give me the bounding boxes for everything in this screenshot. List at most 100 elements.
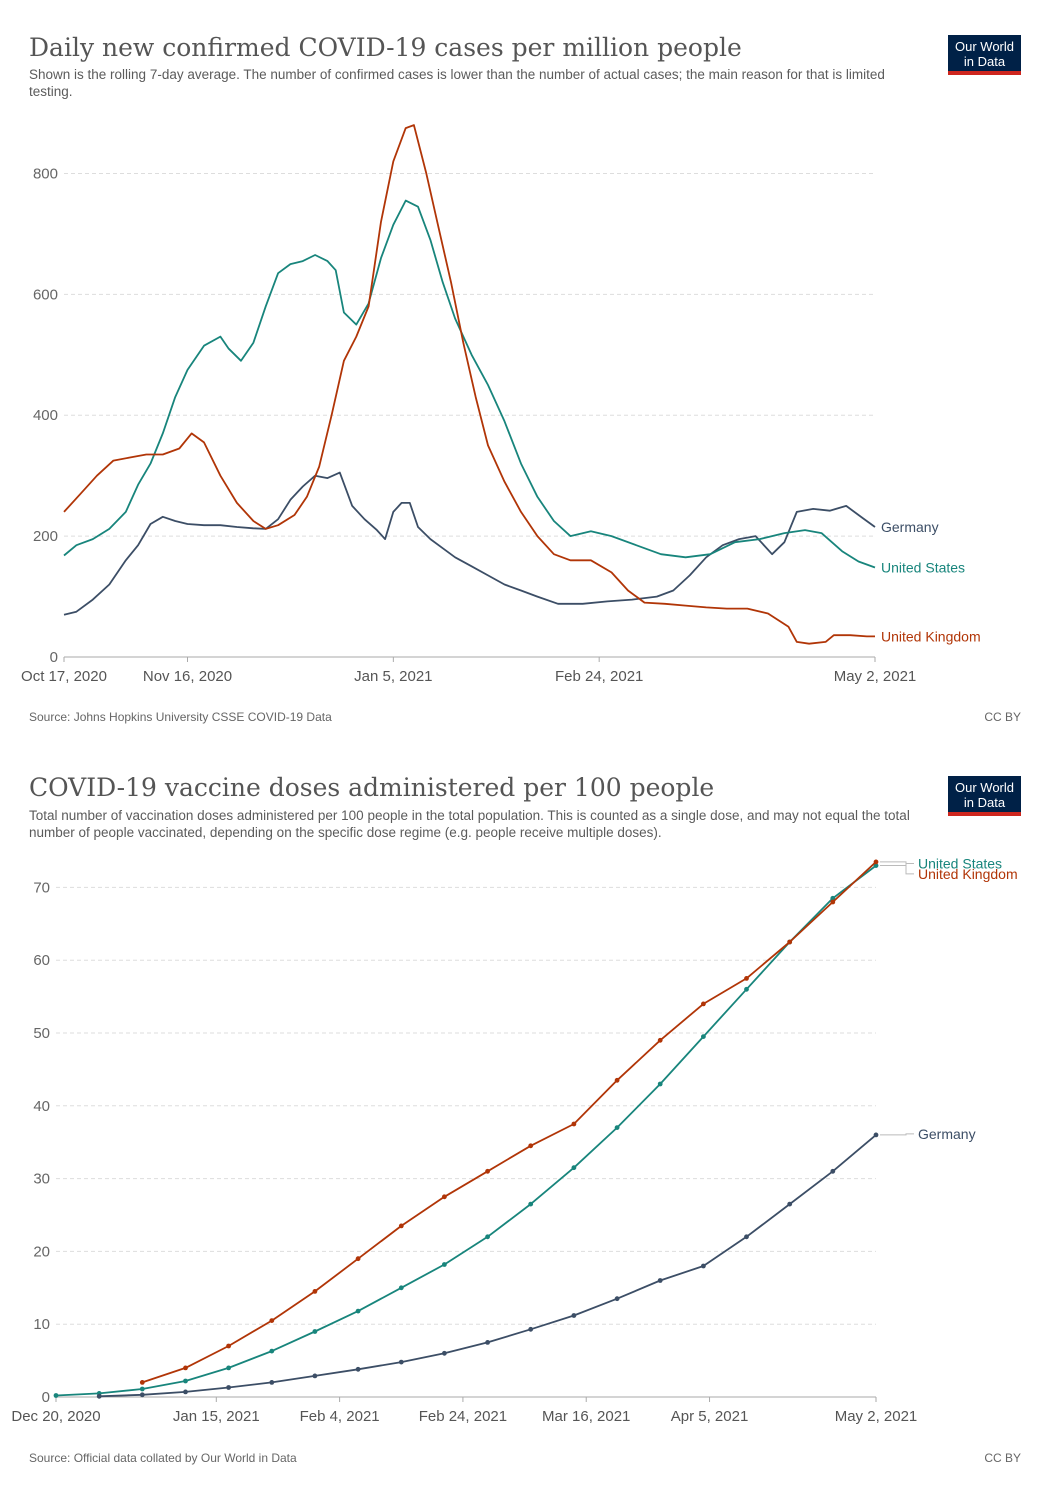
series-line-united-states [63,199,876,569]
series-label-germany: Germany [881,519,939,535]
data-point-united-kingdom [139,1380,145,1385]
x-tick-label: Feb 24, 2021 [419,1408,507,1425]
data-point-germany [355,1366,361,1372]
data-point-united-states [442,1262,447,1267]
x-tick-label: May 2, 2021 [835,1408,918,1425]
chart-panel-cases: Daily new confirmed COVID-19 cases per m… [0,0,1050,740]
owid-logo[interactable]: Our World in Data [948,776,1021,816]
vaccines-chart: 0 10 20 30 40 50 60 70 Dec 20, 2020 Jan 15, 2021 F… [11,856,1018,1425]
data-point-united-kingdom [183,1365,188,1371]
y-tick-label: 50 [33,1025,50,1042]
logo-line2: in Data [963,54,1006,69]
data-point-united-kingdom [398,1223,404,1229]
data-point-united-kingdom [312,1289,318,1294]
data-point-united-kingdom [744,976,749,981]
data-point-united-states [744,986,749,992]
data-point-united-states [398,1285,404,1291]
data-point-united-states [830,895,836,901]
label-leader-line [880,863,914,867]
owid-logo[interactable]: Our World in Data [948,35,1021,75]
chart-license[interactable]: CC BY [984,1451,1021,1465]
x-tick-label: Jan 5, 2021 [354,668,432,685]
data-point-germany [183,1389,188,1395]
data-point-united-kingdom [528,1143,534,1149]
data-point-germany [744,1234,749,1240]
data-point-united-states [139,1386,145,1392]
x-tick-label: Feb 24, 2021 [555,668,643,685]
data-point-united-kingdom [355,1256,361,1262]
y-tick-label: 400 [33,407,58,424]
data-point-united-states [528,1201,534,1207]
data-point-germany [442,1350,447,1356]
chart-panel-vaccines: COVID-19 vaccine doses administered per … [0,740,1050,1500]
y-tick-label: 70 [33,879,50,896]
logo-line1: Our World [955,39,1014,54]
data-point-germany [226,1385,232,1390]
label-leader-line [880,1133,914,1136]
x-tick-label: May 2, 2021 [834,668,917,685]
data-point-germany [614,1296,620,1302]
label-leader-line [880,861,914,875]
y-tick-label: 800 [33,165,58,182]
data-point-united-states [485,1234,490,1240]
logo-line1: Our World [955,780,1014,795]
series-label-united-states: United States [881,560,965,576]
data-point-united-kingdom [830,899,836,905]
y-tick-label: 0 [42,1389,50,1406]
x-tick-label: Apr 5, 2021 [671,1408,749,1425]
data-point-united-states [614,1125,620,1130]
data-point-united-states [701,1034,706,1039]
x-tick-label: Jan 15, 2021 [173,1408,260,1425]
chart-subtitle: Shown is the rolling 7-day average. The … [29,67,885,99]
data-point-united-states [355,1308,361,1314]
data-point-united-kingdom [269,1318,275,1323]
series-label-united-kingdom: United Kingdom [918,866,1018,882]
x-tick-label: Oct 17, 2020 [21,668,107,685]
data-point-germany [269,1380,275,1385]
y-tick-label: 60 [33,952,50,969]
series-line-united-states [55,864,877,1397]
series-line-germany [99,1134,877,1398]
y-tick-label: 20 [33,1243,50,1260]
data-point-united-kingdom [614,1077,620,1083]
data-point-united-kingdom [701,1001,706,1007]
data-point-germany [96,1393,102,1399]
data-point-germany [873,1132,879,1138]
y-tick-label: 40 [33,1098,50,1115]
series-label-united-states: United States [918,856,1002,872]
y-tick-label: 30 [33,1171,50,1188]
data-point-united-states [226,1365,232,1371]
series-line-united-kingdom [63,124,875,645]
data-point-united-states [183,1378,188,1384]
chart-title: Daily new confirmed COVID-19 cases per m… [29,33,742,62]
data-point-united-kingdom [485,1168,490,1174]
data-point-united-kingdom [657,1037,663,1043]
x-tick-label: Dec 20, 2020 [11,1408,100,1425]
data-point-united-states [53,1393,59,1398]
cases-chart: 0 200 400 600 800 Oct 17, 2020 Nov 16, 2020 Jan… [21,124,981,685]
data-point-united-kingdom [226,1343,232,1349]
data-point-united-states [657,1081,663,1087]
series-label-germany: Germany [918,1126,976,1142]
data-point-germany [312,1373,318,1379]
data-point-united-states [312,1329,318,1334]
series-line-united-kingdom [142,861,877,1384]
data-point-germany [398,1359,404,1365]
data-point-united-kingdom [787,939,793,945]
y-tick-label: 200 [33,528,58,545]
x-tick-label: Nov 16, 2020 [143,668,232,685]
series-line-germany [63,471,876,616]
series-label-united-kingdom: United Kingdom [881,628,981,644]
data-point-germany [571,1313,577,1318]
y-tick-label: 600 [33,286,58,303]
data-point-united-states [269,1348,275,1354]
data-point-united-kingdom [571,1121,577,1127]
data-point-germany [701,1263,706,1269]
chart-license[interactable]: CC BY [984,710,1021,724]
chart-source: Source: Official data collated by Our Wo… [29,1451,297,1465]
data-point-germany [485,1340,490,1345]
data-point-germany [657,1278,663,1283]
data-point-united-kingdom [873,859,879,865]
chart-subtitle: Total number of vaccination doses admini… [29,808,910,840]
data-point-united-states [873,863,879,868]
